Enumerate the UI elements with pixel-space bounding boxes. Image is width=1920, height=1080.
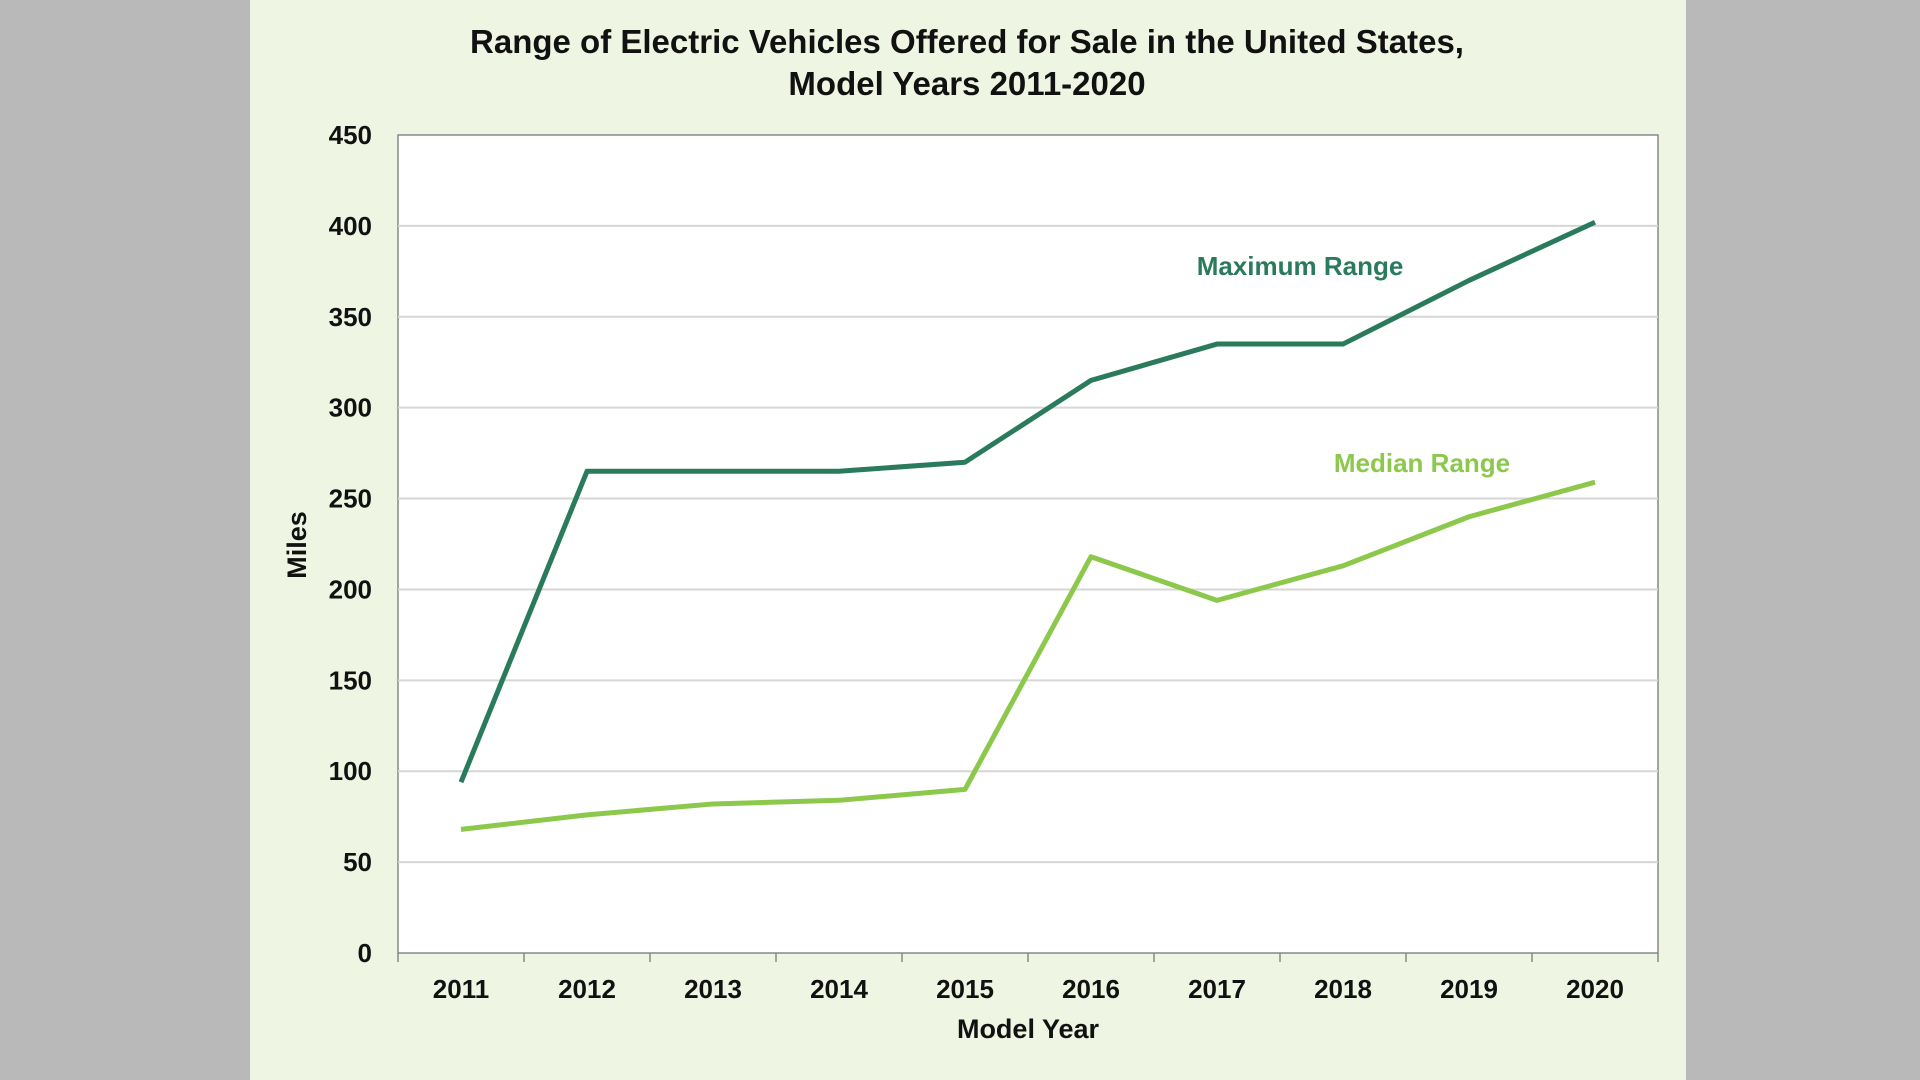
y-tick-label: 400 (329, 211, 372, 241)
series-line-median-range (460, 479, 1596, 832)
y-tick-label: 100 (329, 756, 372, 786)
y-tick-label: 250 (329, 484, 372, 514)
y-tick-label: 0 (358, 938, 372, 968)
x-tick-label: 2020 (1566, 974, 1624, 1004)
x-tick-label: 2015 (936, 974, 994, 1004)
y-tick-label: 150 (329, 665, 372, 695)
y-tick-label: 350 (329, 302, 372, 332)
chart-title-line-2: Model Years 2011-2020 (788, 65, 1145, 102)
y-axis-label: Miles (282, 511, 312, 579)
x-tick-label: 2018 (1314, 974, 1372, 1004)
y-tick-label: 200 (329, 574, 372, 604)
x-tick-label: 2016 (1062, 974, 1120, 1004)
x-tick-label: 2011 (433, 974, 489, 1004)
y-tick-label: 450 (329, 120, 372, 150)
y-tick-label: 300 (329, 393, 372, 423)
y-tick-label: 50 (343, 847, 372, 877)
x-tick-label: 2013 (684, 974, 742, 1004)
x-tick-label: 2017 (1188, 974, 1246, 1004)
series-line-maximum-range (458, 219, 1597, 784)
series-label-maximum-range: Maximum Range (1197, 251, 1404, 281)
x-tick-label: 2014 (810, 974, 868, 1004)
chart-title-line-1: Range of Electric Vehicles Offered for S… (470, 23, 1464, 60)
series-label-median-range: Median Range (1334, 448, 1510, 478)
x-tick-label: 2012 (558, 974, 616, 1004)
x-axis-label: Model Year (957, 1014, 1100, 1044)
x-tick-label: 2019 (1440, 974, 1498, 1004)
plot-area (397, 134, 1659, 954)
